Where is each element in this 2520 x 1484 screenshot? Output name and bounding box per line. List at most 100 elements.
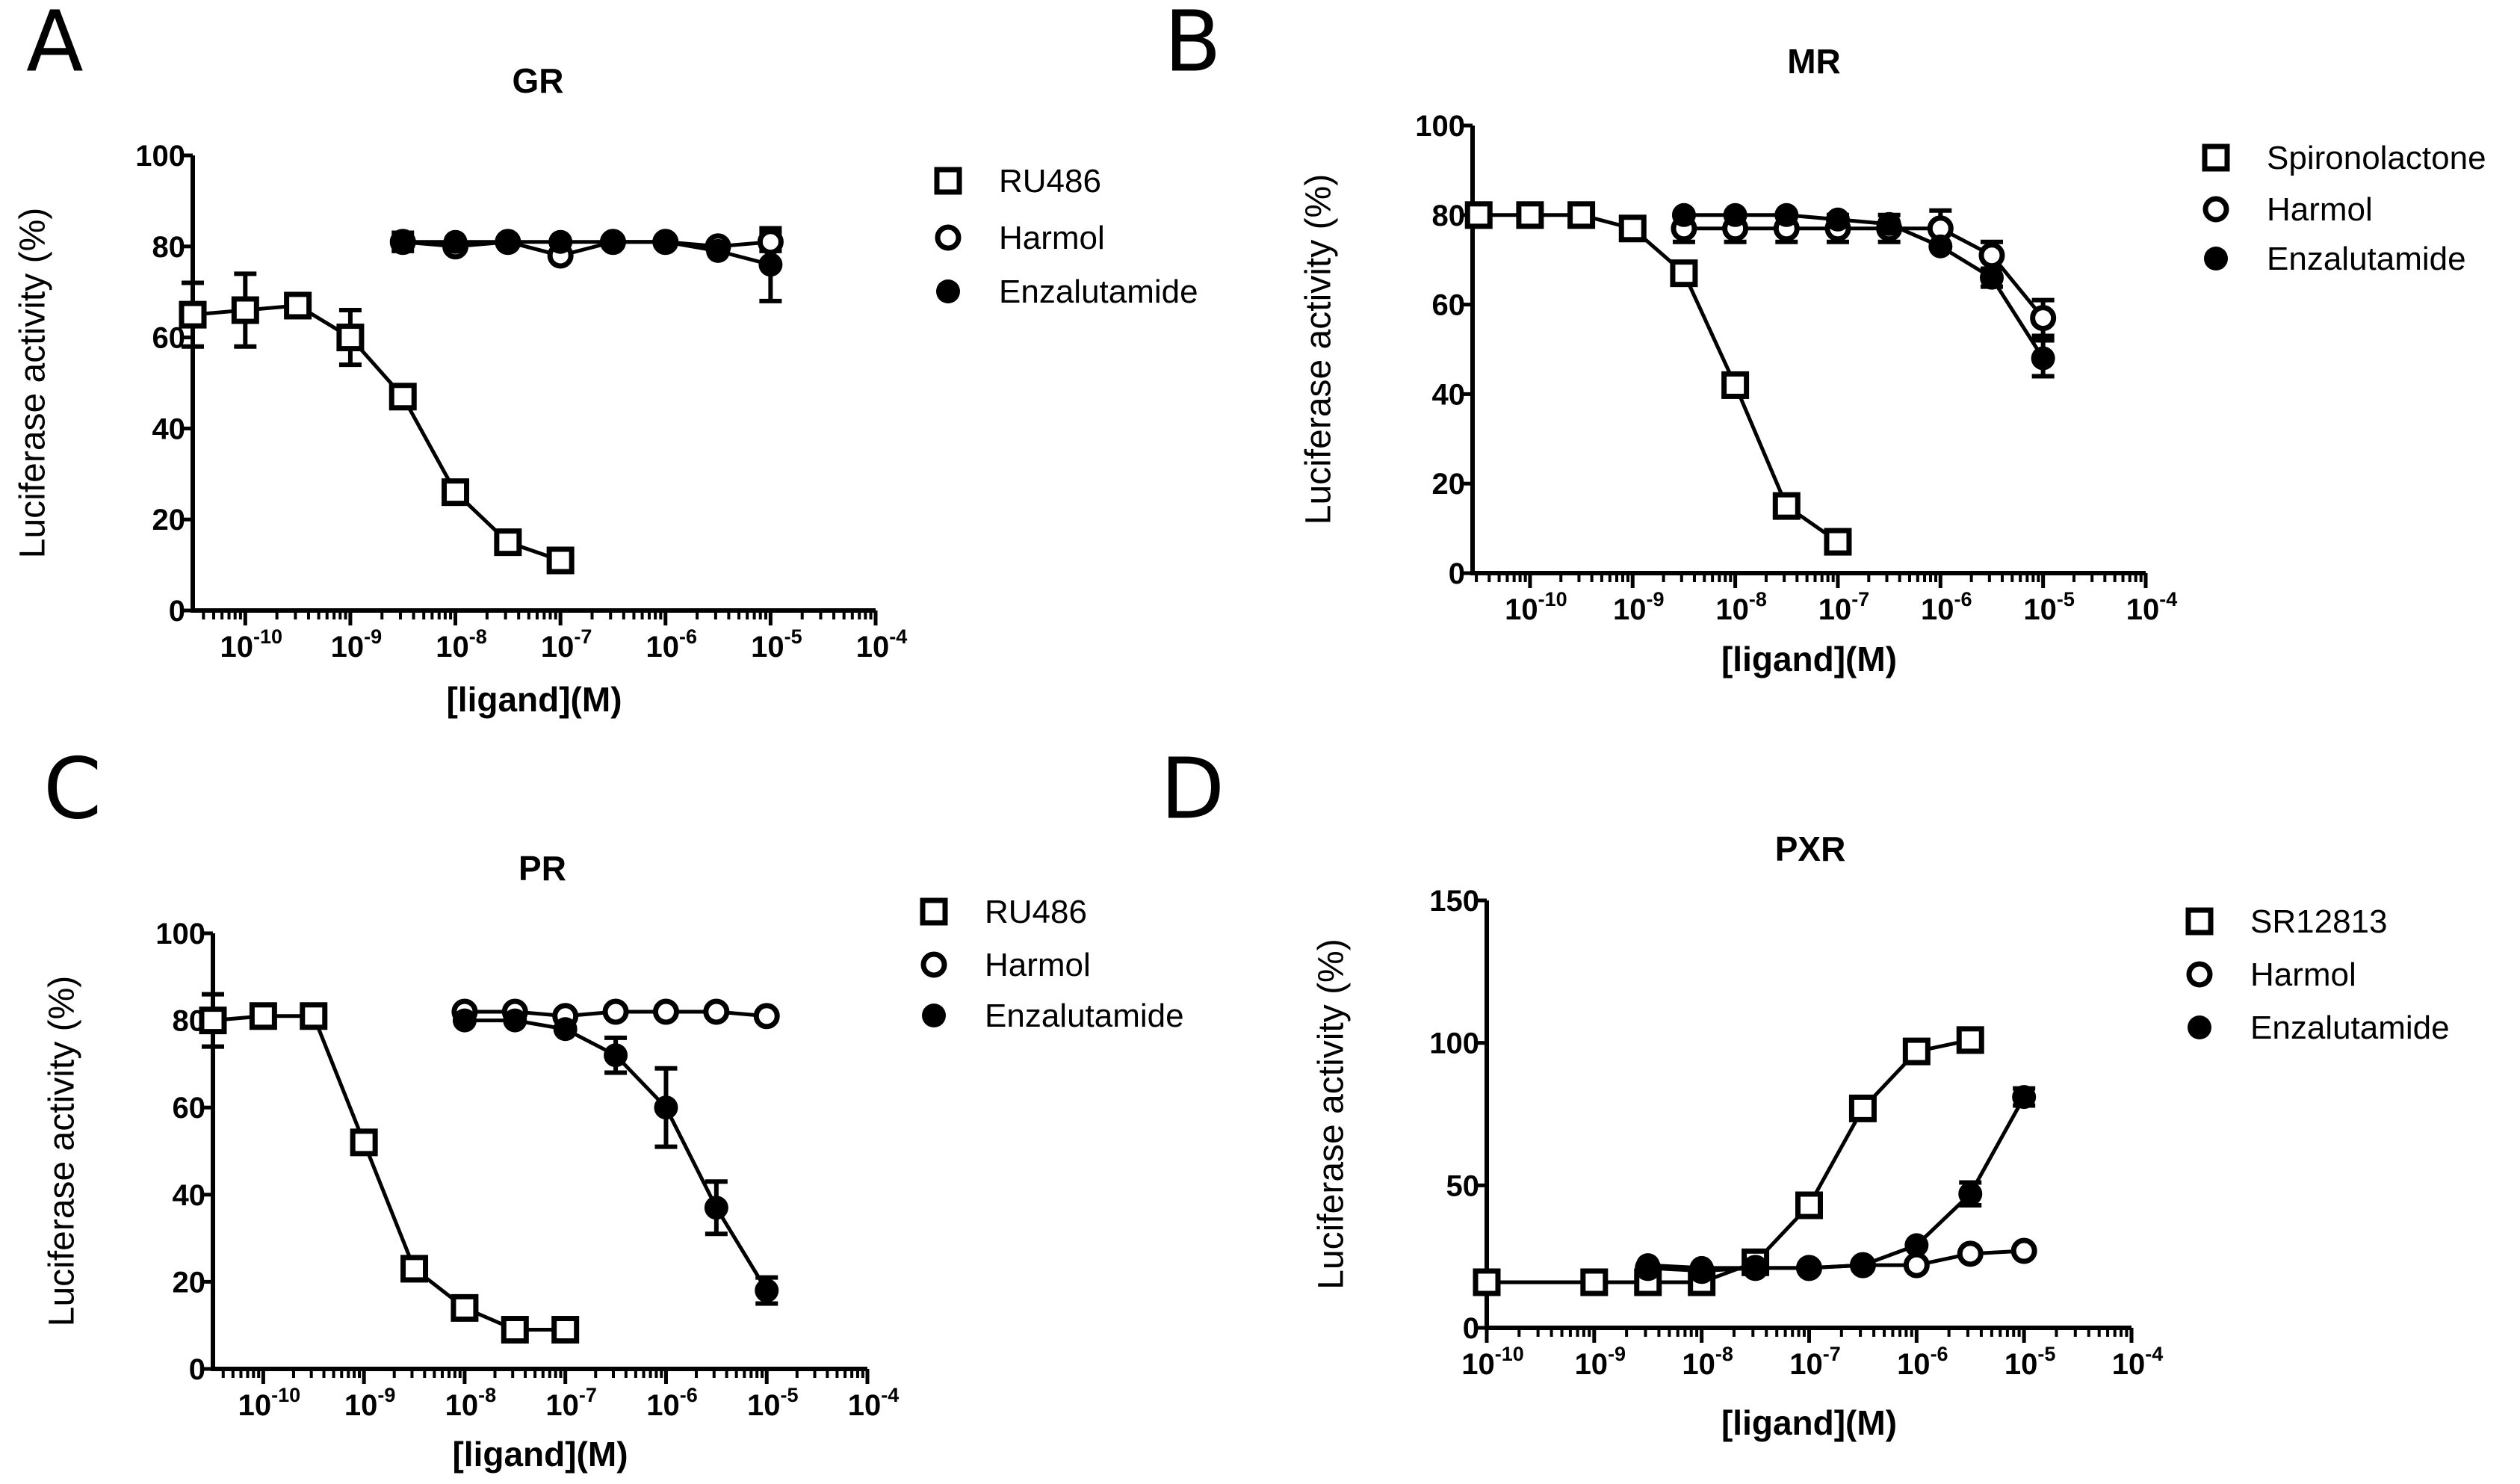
y-axis-label: Luciferase activity (%) xyxy=(1299,174,1339,525)
y-tick-label: 0 xyxy=(169,595,185,628)
x-tick-label: 10-6 xyxy=(646,1384,698,1422)
x-tick-label: 10-5 xyxy=(2004,1343,2056,1381)
x-tick-label: 10-9 xyxy=(1613,588,1665,626)
chart-title: MR xyxy=(1787,42,1841,81)
chart-title: GR xyxy=(513,61,564,100)
data-point-harmol xyxy=(757,229,784,256)
data-point-sr12813 xyxy=(1848,1094,1877,1122)
y-axis-label: Luciferase activity (%) xyxy=(13,208,53,558)
data-point-harmol xyxy=(652,998,679,1025)
x-axis-label: [ligand](M) xyxy=(452,1435,628,1474)
data-point-enzalutamide xyxy=(1928,234,1953,259)
x-tick-label: 10-5 xyxy=(751,625,802,664)
panel-B: B MR 0 20 40 60 80 100 10-10 10-9 10-8 10-7 10-6 10-5… xyxy=(1164,0,2486,678)
data-point-harmol xyxy=(2030,305,2057,332)
x-axis-label: [ligand](M) xyxy=(1721,1403,1897,1442)
chart-title: PR xyxy=(518,849,566,888)
data-point-spironolactone xyxy=(1824,528,1852,556)
legend-label: Harmol xyxy=(2267,191,2373,228)
data-point-enzalutamide xyxy=(1979,265,2004,290)
data-point-ru486 xyxy=(350,1128,378,1157)
data-point-enzalutamide xyxy=(2012,1085,2037,1110)
x-axis-label: [ligand](M) xyxy=(1721,640,1897,678)
data-point-enzalutamide xyxy=(1958,1181,1983,1206)
legend-label: Harmol xyxy=(999,220,1105,256)
x-tick-label: 10-9 xyxy=(331,625,383,664)
data-point-enzalutamide xyxy=(548,229,573,254)
x-tick-label: 10-6 xyxy=(1897,1343,1948,1381)
x-tick-label: 10-8 xyxy=(436,625,487,664)
data-point-ru486 xyxy=(388,383,417,411)
y-tick-label: 100 xyxy=(155,918,205,950)
data-point-ru486 xyxy=(179,300,207,329)
x-tick-label: 10-4 xyxy=(856,625,908,664)
y-tick-label: 0 xyxy=(189,1353,205,1386)
series-line-ru486 xyxy=(192,303,561,563)
data-point-ru486 xyxy=(300,1002,328,1030)
x-tick-label: 10-4 xyxy=(848,1384,900,1422)
legend-label: Harmol xyxy=(2250,956,2356,993)
legend-label: Enzalutamide xyxy=(2250,1010,2450,1046)
y-tick-label: 0 xyxy=(1463,1312,1479,1345)
legend-label: RU486 xyxy=(999,163,1101,200)
y-tick-label: 100 xyxy=(135,140,185,173)
data-point-enzalutamide xyxy=(654,1095,678,1120)
y-tick-label: 100 xyxy=(1415,110,1465,143)
series-line-sr12813 xyxy=(1487,1038,1971,1284)
data-point-enzalutamide xyxy=(1774,202,1799,227)
x-axis-label: [ligand](M) xyxy=(446,680,622,719)
data-point-enzalutamide xyxy=(503,1008,527,1033)
data-point-spironolactone xyxy=(1618,214,1647,243)
x-tick-label: 10-5 xyxy=(2023,588,2075,626)
legend-label: Spironolactone xyxy=(2267,140,2486,176)
legend-marker-sr12813 xyxy=(2185,907,2214,936)
legend-marker-enzalutamide xyxy=(2204,247,2228,270)
data-point-sr12813 xyxy=(1902,1037,1931,1066)
chart-title: PXR xyxy=(1775,829,1846,868)
panel-letter: C xyxy=(43,741,102,838)
x-tick-label: 10-10 xyxy=(220,625,283,664)
data-point-enzalutamide xyxy=(553,1017,578,1042)
data-point-enzalutamide xyxy=(653,229,678,254)
legend-label: Enzalutamide xyxy=(2267,241,2466,277)
y-tick-label: 80 xyxy=(1432,200,1466,232)
data-point-enzalutamide xyxy=(1877,211,1901,236)
legend-marker-enzalutamide xyxy=(936,279,960,303)
legend-marker-enzalutamide xyxy=(922,1004,946,1027)
data-point-enzalutamide xyxy=(604,1043,628,1068)
data-point-harmol xyxy=(1957,1240,1984,1267)
legend-label: Harmol xyxy=(985,947,1091,983)
x-tick-label: 10-9 xyxy=(344,1384,396,1422)
legend-label: Enzalutamide xyxy=(999,273,1198,310)
panel-letter: D xyxy=(1160,741,1225,838)
y-tick-label: 40 xyxy=(173,1179,206,1212)
data-point-enzalutamide xyxy=(1671,202,1696,227)
x-tick-label: 10-8 xyxy=(1682,1343,1733,1381)
data-point-ru486 xyxy=(451,1293,479,1322)
data-point-ru486 xyxy=(494,528,522,557)
data-point-harmol xyxy=(703,998,730,1025)
panel-letter: B xyxy=(1164,0,1222,90)
series-line-ru486 xyxy=(212,1014,566,1332)
data-point-ru486 xyxy=(231,296,259,324)
data-point-ru486 xyxy=(546,546,575,575)
y-tick-label: 150 xyxy=(1429,885,1479,918)
x-tick-label: 10-8 xyxy=(1715,588,1767,626)
data-point-enzalutamide xyxy=(1743,1255,1768,1280)
data-point-ru486 xyxy=(336,324,365,352)
legend-marker-harmol xyxy=(920,951,947,978)
y-tick-label: 100 xyxy=(1429,1027,1479,1060)
data-point-ru486 xyxy=(400,1255,429,1283)
y-tick-label: 20 xyxy=(173,1266,206,1299)
legend-marker-ru486 xyxy=(934,167,962,195)
data-point-ru486 xyxy=(442,478,470,507)
data-point-enzalutamide xyxy=(495,229,520,254)
data-point-enzalutamide xyxy=(391,229,415,254)
y-tick-label: 60 xyxy=(1432,289,1466,322)
data-point-enzalutamide xyxy=(755,1279,779,1303)
legend-marker-ru486 xyxy=(920,897,948,926)
data-point-spironolactone xyxy=(1516,201,1544,229)
x-tick-label: 10-5 xyxy=(747,1384,799,1422)
x-tick-label: 10-8 xyxy=(445,1384,497,1422)
x-tick-label: 10-6 xyxy=(1921,588,1972,626)
